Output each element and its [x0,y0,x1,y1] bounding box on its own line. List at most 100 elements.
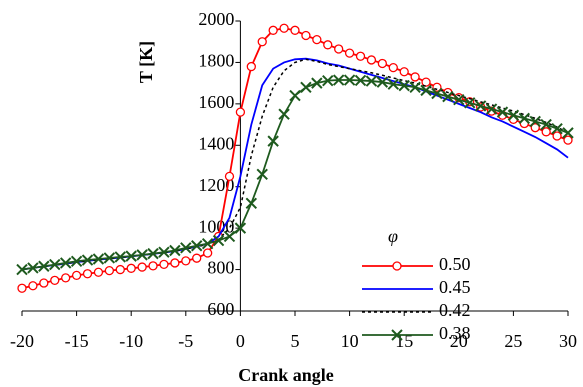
marker [387,78,399,90]
marker [148,261,158,271]
marker [332,74,345,86]
marker [49,258,61,271]
marker [323,40,333,50]
marker [541,127,551,137]
y-tick-label: 1400 [198,133,234,153]
marker [27,262,39,274]
legend-marker [392,261,402,271]
marker [16,263,28,276]
x-tick-label: -5 [178,331,193,351]
marker [212,234,225,247]
marker [147,247,159,260]
marker [223,230,236,243]
marker [28,281,38,291]
marker [278,108,290,120]
marker [343,74,356,86]
legend-label: 0.45 [439,277,471,297]
marker [376,76,389,88]
marker [322,74,334,87]
marker [496,106,509,118]
marker [421,77,431,87]
marker [300,81,312,93]
marker [170,258,180,268]
x-tick-label: 15 [395,331,413,351]
marker [420,84,432,97]
marker [399,67,409,77]
marker [518,112,531,125]
marker [234,222,247,234]
marker [268,25,278,35]
y-tick-label: 800 [207,258,234,278]
x-tick-label: 20 [450,331,468,351]
marker [256,168,268,180]
marker [529,115,541,128]
series-line [21,57,569,271]
marker [301,30,311,41]
marker [246,61,256,72]
marker [365,75,378,87]
marker [181,256,191,266]
marker [464,97,476,109]
marker [61,273,71,283]
x-tick-label: 5 [291,331,300,351]
marker [354,74,367,87]
marker [71,270,82,281]
marker [410,72,420,82]
marker [202,248,213,258]
y-tick-label: 1600 [198,92,234,112]
series-line [21,58,569,271]
marker [442,90,454,103]
marker [530,123,540,133]
x-tick-label: -15 [65,331,89,351]
marker [115,264,125,275]
marker [136,249,148,261]
marker [474,100,487,112]
marker [125,250,137,262]
marker [453,94,465,106]
marker [398,79,410,92]
x-tick-label: 10 [341,331,359,351]
marker [82,269,93,279]
series-line [21,27,569,290]
marker [551,123,563,135]
marker [366,55,377,65]
marker [344,48,355,58]
y-tick-label: 1800 [198,51,234,71]
legend-label: 0.42 [439,300,471,320]
marker [540,118,552,131]
marker [388,62,398,73]
y-axis-label: T [K] [136,41,156,83]
marker [279,23,289,33]
marker [312,34,322,45]
marker [507,109,520,121]
marker [158,246,170,258]
marker [552,131,562,141]
marker [114,251,126,263]
x-tick-label: 30 [559,331,577,351]
marker [126,263,136,273]
marker [50,275,60,285]
marker [235,107,246,117]
marker [104,265,115,276]
marker [431,87,443,100]
marker [39,278,49,288]
x-tick-label: -10 [119,331,143,351]
marker [377,58,388,69]
marker [485,103,498,115]
marker [562,127,574,139]
x-tick-label: 25 [504,331,522,351]
marker [81,254,94,266]
marker [224,171,235,182]
y-tick-label: 1200 [198,175,234,195]
legend-label: 0.50 [439,254,471,274]
marker [103,252,116,264]
x-tick-label: -20 [10,331,34,351]
marker [92,253,105,265]
marker [257,37,267,47]
marker [192,253,202,263]
marker [311,77,323,89]
marker [290,25,300,35]
marker [70,255,83,267]
